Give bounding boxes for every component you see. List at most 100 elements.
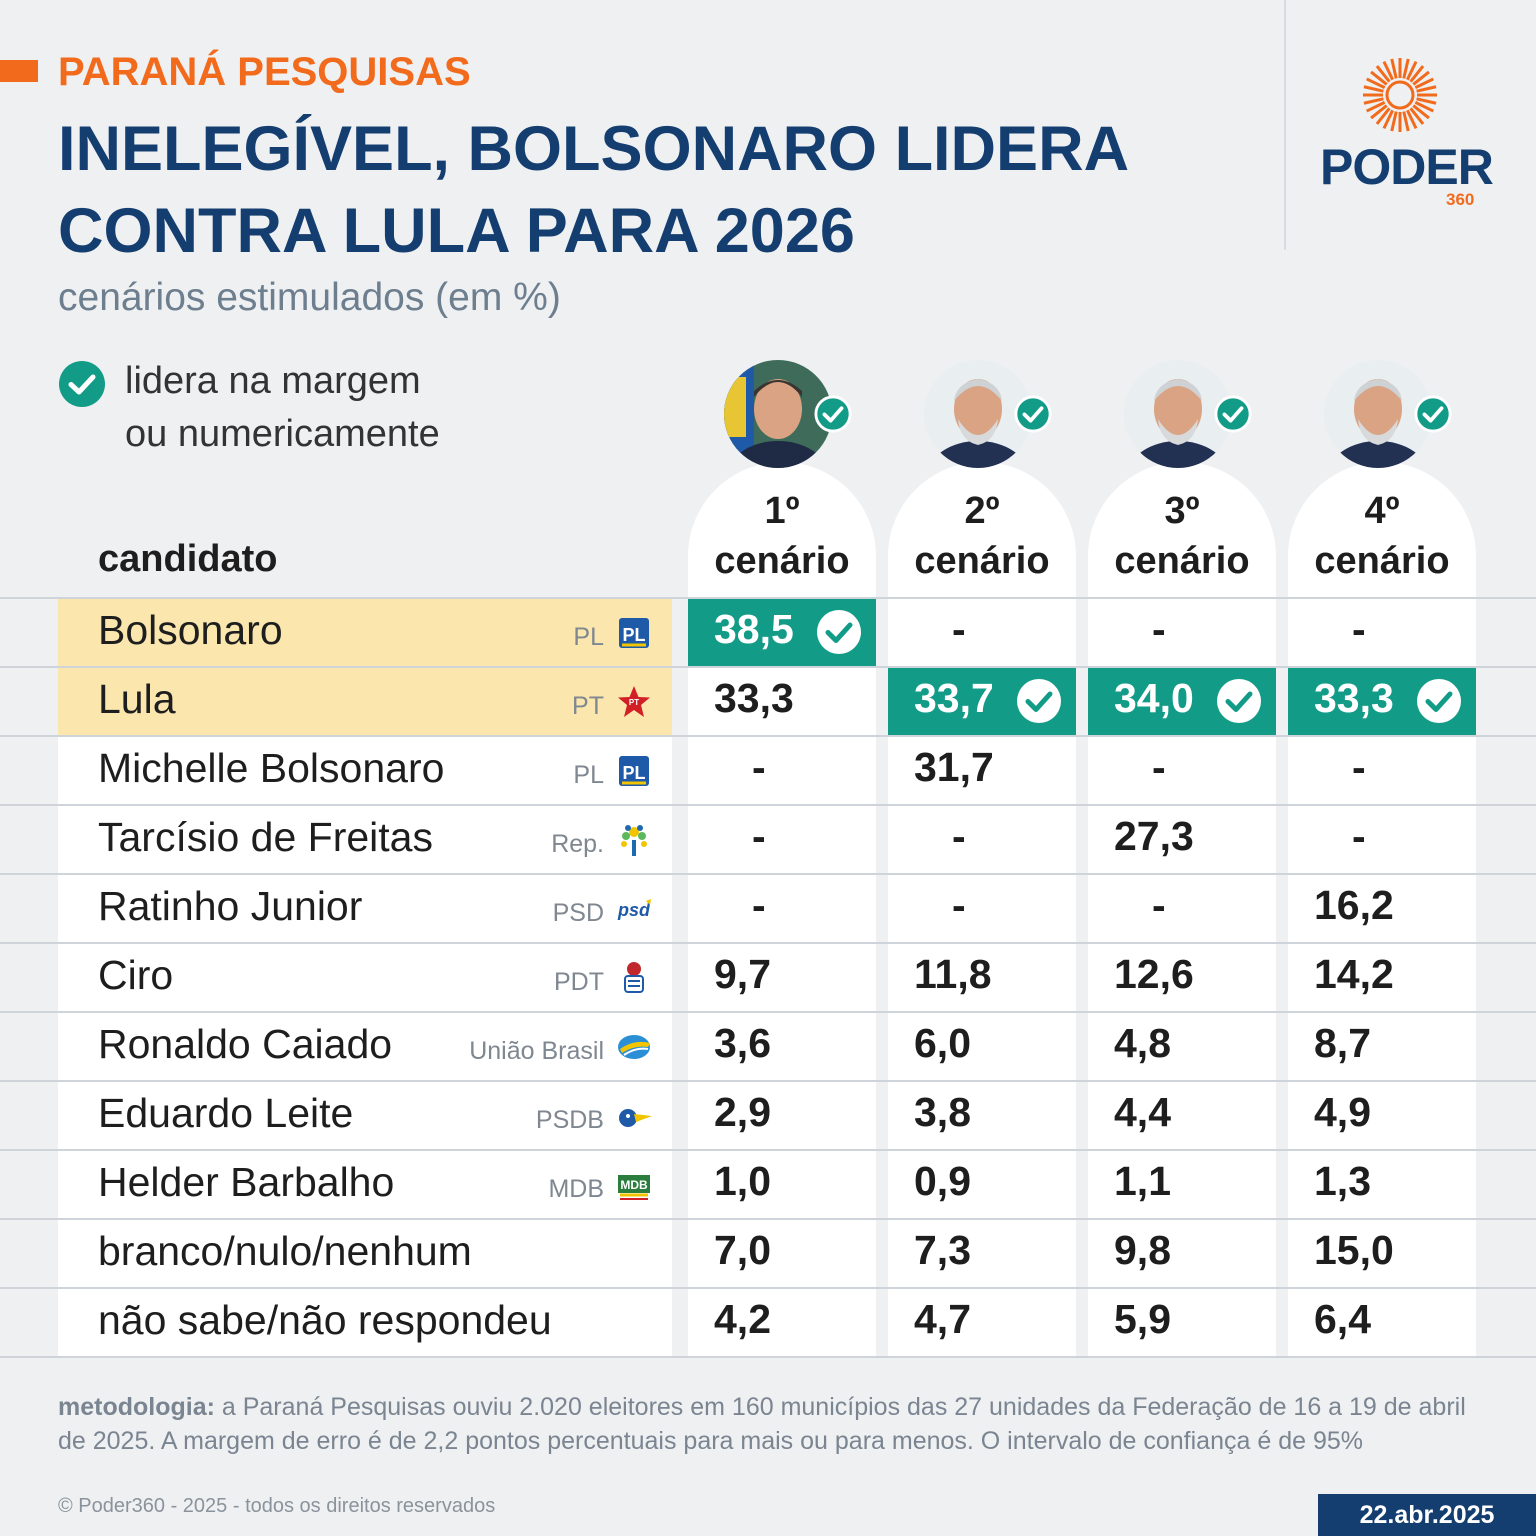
leader-check-icon	[1214, 395, 1252, 433]
value-cell: 0,9	[888, 1151, 1076, 1218]
sun-ray	[1382, 109, 1394, 129]
scenario-word: cenário	[714, 540, 850, 582]
sun-ray	[1370, 70, 1388, 86]
sun-ray	[1363, 97, 1384, 105]
value-cell: 33,3	[688, 668, 876, 735]
candidate-name: não sabe/não respondeu	[98, 1297, 552, 1343]
lead-check-icon	[1017, 679, 1061, 723]
value-text: 3,8	[914, 1089, 971, 1135]
table-row: Ronaldo Caiado União Brasil 3,6 6,0 4,8 8,7	[0, 1011, 1536, 1082]
candidate-name: Bolsonaro	[98, 607, 283, 653]
candidate-name: Tarcísio de Freitas	[98, 814, 433, 860]
methodology-label: metodologia:	[58, 1393, 215, 1421]
page-title-line-2: CONTRA LULA PARA 2026	[58, 196, 855, 266]
table-row: Ratinho Junior PSD psd - - - 16,2	[0, 873, 1536, 944]
candidate-name: Ciro	[98, 952, 174, 998]
value-text: 34,0	[1114, 675, 1194, 721]
value-cell: 4,4	[1088, 1082, 1276, 1149]
value-text: 1,1	[1114, 1158, 1171, 1204]
value-text: 33,3	[714, 675, 794, 721]
value-cell: 16,2	[1288, 875, 1476, 942]
scenario-number: 1º	[764, 490, 800, 532]
lula-avatar	[1324, 360, 1432, 468]
pt-star-icon: PT	[618, 686, 650, 717]
table-row: Tarcísio de Freitas Rep. - - 27,3 -	[0, 804, 1536, 875]
bolsonaro-avatar	[724, 360, 832, 468]
value-cell: 38,5	[688, 599, 876, 666]
candidate-name: Eduardo Leite	[98, 1090, 354, 1136]
value-text: 5,9	[1114, 1296, 1171, 1342]
value-text: 3,6	[714, 1020, 771, 1066]
value-text: 2,9	[714, 1089, 771, 1135]
value-cell: -	[1088, 875, 1276, 942]
leader-check-icon	[814, 395, 852, 433]
value-text: 33,3	[1314, 675, 1394, 721]
value-cell: 12,6	[1088, 944, 1276, 1011]
sun-ray	[1409, 65, 1425, 83]
value-text: 12,6	[1114, 951, 1194, 997]
party-label: União Brasil	[469, 1037, 604, 1065]
svg-text:psd: psd	[617, 900, 651, 920]
value-text: 4,9	[1314, 1089, 1371, 1135]
table-row: Michelle Bolsonaro PL PL - 31,7 - -	[0, 735, 1536, 806]
value-text: -	[1352, 744, 1366, 790]
value-text: 6,0	[914, 1020, 971, 1066]
candidate-cell: Michelle Bolsonaro PL PL	[58, 737, 672, 804]
table-row: Helder Barbalho MDB MDB 1,0 0,9 1,1 1,3	[0, 1149, 1536, 1220]
value-cell: 9,8	[1088, 1220, 1276, 1287]
lula-avatar	[924, 360, 1032, 468]
subtitle: cenários estimulados (em %)	[58, 276, 561, 319]
candidate-cell: Bolsonaro PL PL	[58, 599, 672, 666]
value-text: 7,3	[914, 1227, 971, 1273]
copyright: © Poder360 - 2025 - todos os direitos re…	[58, 1495, 496, 1517]
candidate-cell: Tarcísio de Freitas Rep.	[58, 806, 672, 873]
value-text: 8,7	[1314, 1020, 1371, 1066]
value-cell: -	[1088, 737, 1276, 804]
uniao-brasil-logo-icon	[618, 1035, 650, 1059]
value-text: -	[752, 744, 766, 790]
value-text: 14,2	[1314, 951, 1394, 997]
party-label: PT	[572, 692, 604, 720]
value-text: -	[752, 813, 766, 859]
republicanos-tree-icon	[621, 825, 647, 856]
value-cell: -	[1288, 806, 1476, 873]
logo-number: 360	[1446, 190, 1475, 209]
pdt-fist-rose-icon	[624, 962, 644, 993]
sun-ray	[1375, 107, 1391, 125]
value-cell: -	[688, 806, 876, 873]
value-text: 11,8	[914, 951, 992, 997]
candidate-cell: Eduardo Leite PSDB	[58, 1082, 672, 1149]
value-cell: -	[1088, 599, 1276, 666]
value-cell: 1,1	[1088, 1151, 1276, 1218]
value-cell: 2,9	[688, 1082, 876, 1149]
candidate-cell: Helder Barbalho MDB MDB	[58, 1151, 672, 1218]
value-cell: 27,3	[1088, 806, 1276, 873]
sun-ray	[1402, 58, 1410, 79]
value-text: -	[1352, 813, 1366, 859]
value-cell: 31,7	[888, 737, 1076, 804]
sun-ray	[1390, 58, 1398, 79]
value-cell: 34,0	[1088, 668, 1276, 735]
sun-ray	[1363, 85, 1384, 93]
value-text: 9,7	[714, 951, 771, 997]
candidate-name: Michelle Bolsonaro	[98, 745, 445, 791]
value-cell: 9,7	[688, 944, 876, 1011]
table-row: Eduardo Leite PSDB 2,9 3,8 4,4 4,9	[0, 1080, 1536, 1151]
scenario-word: cenário	[1314, 540, 1450, 582]
candidate-cell: não sabe/não respondeu	[58, 1289, 672, 1356]
svg-text:MDB: MDB	[620, 1178, 648, 1192]
psdb-toucan-icon	[619, 1109, 652, 1127]
value-text: -	[1152, 744, 1166, 790]
value-text: 31,7	[914, 744, 994, 790]
value-cell: 7,3	[888, 1220, 1076, 1287]
value-cell: 8,7	[1288, 1013, 1476, 1080]
lula-avatar	[1124, 360, 1232, 468]
value-cell: 3,8	[888, 1082, 1076, 1149]
pl-logo-icon: PL	[619, 618, 649, 648]
value-text: 6,4	[1314, 1296, 1371, 1342]
value-text: -	[952, 882, 966, 928]
value-cell: 6,4	[1288, 1289, 1476, 1356]
sun-ray	[1366, 101, 1386, 113]
value-cell: 15,0	[1288, 1220, 1476, 1287]
value-cell: 4,2	[688, 1289, 876, 1356]
